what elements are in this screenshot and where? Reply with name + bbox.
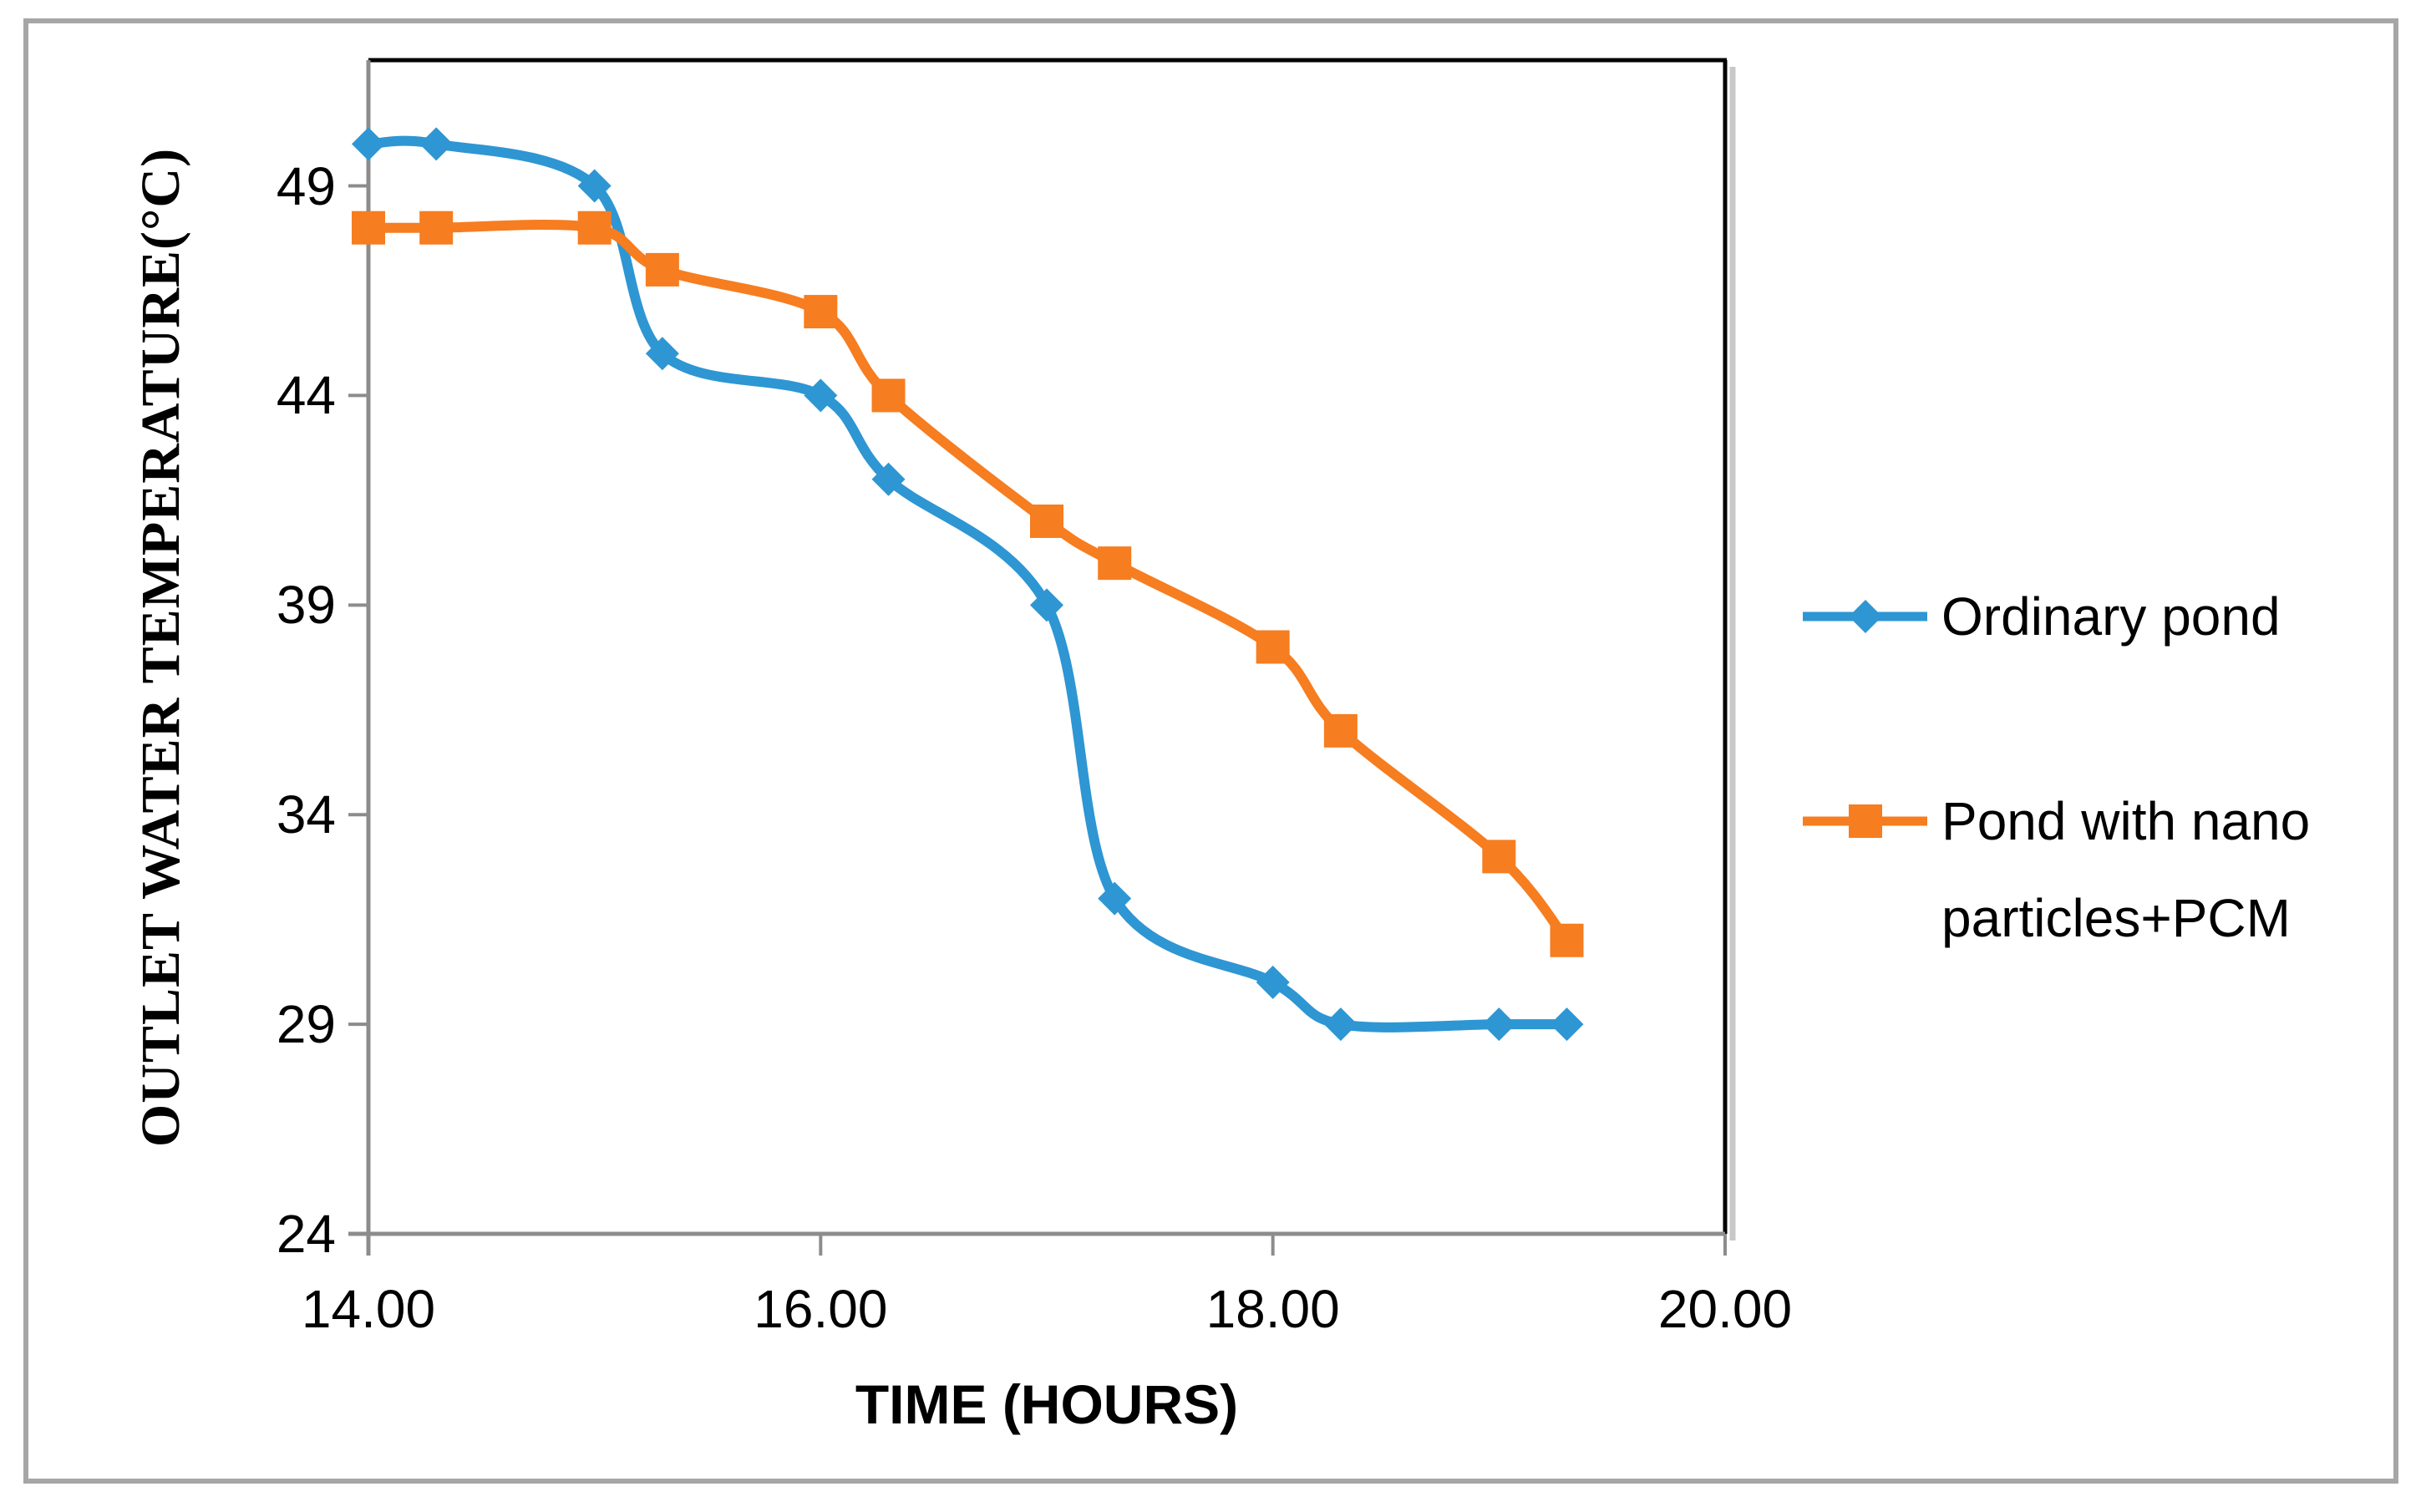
data-point-square — [1098, 546, 1132, 581]
data-point-diamond — [1550, 1007, 1584, 1042]
y-tick-label: 24 — [276, 1204, 336, 1264]
data-point-diamond — [352, 127, 385, 161]
legend-entry-nano-pcm-pond: Pond with nano particles+PCM — [1796, 773, 2409, 967]
legend-label-nano-pcm-pond: Pond with nano particles+PCM — [1941, 791, 2311, 948]
y-tick-label: 39 — [276, 575, 336, 636]
data-point-square — [352, 211, 385, 245]
data-point-square — [645, 252, 679, 287]
figure-border — [23, 18, 2398, 1484]
y-tick-label: 34 — [276, 784, 336, 845]
y-tick-label: 44 — [276, 365, 336, 426]
legend-line-diamond-icon — [1803, 600, 1927, 633]
data-point-square — [419, 211, 454, 245]
y-tick-label: 49 — [276, 155, 336, 216]
legend-line-square-icon — [1803, 804, 1927, 838]
data-point-diamond — [1256, 965, 1290, 999]
data-point-diamond — [871, 462, 906, 496]
x-axis-title: TIME (HOURS) — [855, 1373, 1239, 1435]
data-point-square — [1482, 840, 1516, 874]
legend-entry-ordinary-pond: Ordinary pond — [1796, 568, 2409, 665]
data-point-diamond — [1323, 1007, 1358, 1042]
data-point-diamond — [1482, 1007, 1516, 1042]
data-point-square — [1030, 504, 1063, 538]
data-point-diamond — [577, 169, 612, 203]
data-point-diamond — [419, 127, 454, 161]
data-point-square — [1323, 713, 1358, 748]
legend-label-ordinary-pond: Ordinary pond — [1941, 586, 2281, 647]
data-point-square — [1256, 630, 1290, 664]
data-point-square — [871, 378, 906, 413]
y-tick-label: 29 — [276, 994, 336, 1055]
data-point-square — [1550, 923, 1584, 957]
x-tick-label: 20.00 — [1657, 1279, 1793, 1339]
x-tick-label: 18.00 — [1205, 1279, 1340, 1339]
data-point-diamond — [1030, 588, 1063, 622]
x-tick-label: 14.00 — [301, 1279, 436, 1339]
data-point-diamond — [804, 378, 838, 413]
data-point-diamond — [645, 337, 679, 371]
x-tick-label: 16.00 — [754, 1279, 888, 1339]
series-line-square — [363, 220, 1572, 946]
data-point-square — [804, 295, 838, 329]
data-point-diamond — [1098, 881, 1132, 916]
data-point-square — [577, 211, 612, 245]
y-axis-title: OUTLET WATER TEMPERATURE(°C) — [130, 147, 191, 1148]
series-line-diamond — [363, 135, 1572, 1033]
